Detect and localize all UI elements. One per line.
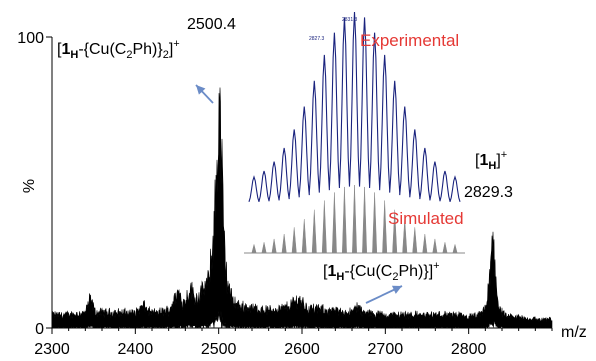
isotope-inset: 2827.3 2831.3 Experimental Simulated [244, 11, 465, 254]
y-axis-title: % [21, 179, 38, 193]
x-tick-label: 2800 [451, 341, 487, 358]
inset-peak-label: 2831.3 [342, 17, 358, 23]
simulated-isotope-bar [452, 244, 458, 254]
x-tick-label: 2700 [368, 341, 404, 358]
simulated-isotope-bar [281, 233, 287, 254]
spectrum-trace [51, 87, 553, 330]
annotation-layer: 2500.4 2829.3 [1H-{Cu(C2Ph)}2]+ [1H]+ [1H-{C… [57, 16, 513, 304]
simulated-isotope-bar [362, 186, 368, 254]
simulated-isotope-bar [412, 227, 418, 254]
simulated-isotope-bar [251, 244, 257, 254]
formula-label-dimer: [1H-{Cu(C2Ph)}2]+ [57, 38, 180, 61]
simulated-isotope-bar [331, 192, 337, 254]
simulated-isotope-bar [442, 242, 448, 254]
peak-label: 2829.3 [464, 184, 513, 201]
x-tick-label: 2300 [34, 341, 70, 358]
simulated-isotope-bar [321, 200, 327, 254]
simulated-label: Simulated [388, 209, 464, 228]
simulated-isotope-bar [271, 238, 277, 254]
arrow-dimer-head [196, 85, 206, 95]
formula-label-parent: [1H]+ [475, 149, 507, 172]
simulated-isotope-bar [422, 233, 428, 254]
axis-layer: 2300 2400 2500 2600 2700 2800 0 100 m/z% [17, 30, 586, 358]
simulated-isotope-bar [352, 184, 357, 254]
simulated-isotope-bar [432, 238, 438, 254]
simulated-isotope-bar [341, 186, 347, 254]
plot-layer [51, 87, 553, 330]
simulated-isotope-bar [301, 219, 307, 254]
x-axis-title: m/z [561, 324, 587, 341]
experimental-isotope-trace [248, 11, 461, 202]
simulated-isotope-bar [382, 200, 388, 254]
peak-label: 2500.4 [187, 16, 236, 33]
simulated-isotope-bar [291, 227, 297, 254]
formula-label-monomer: [1H-{Cu(C2Ph)}]+ [323, 260, 440, 283]
arrow-monomer-head [391, 285, 402, 294]
x-tick-label: 2500 [201, 341, 237, 358]
y-tick-label: 0 [35, 321, 44, 338]
y-tick-label: 100 [17, 30, 44, 47]
simulated-isotope-bar [261, 242, 267, 254]
experimental-label: Experimental [360, 31, 459, 50]
simulated-isotope-bar [311, 209, 317, 254]
x-tick-label: 2600 [284, 341, 320, 358]
simulated-isotope-bar [372, 192, 378, 254]
x-tick-label: 2400 [118, 341, 154, 358]
inset-peak-label: 2827.3 [309, 36, 325, 42]
